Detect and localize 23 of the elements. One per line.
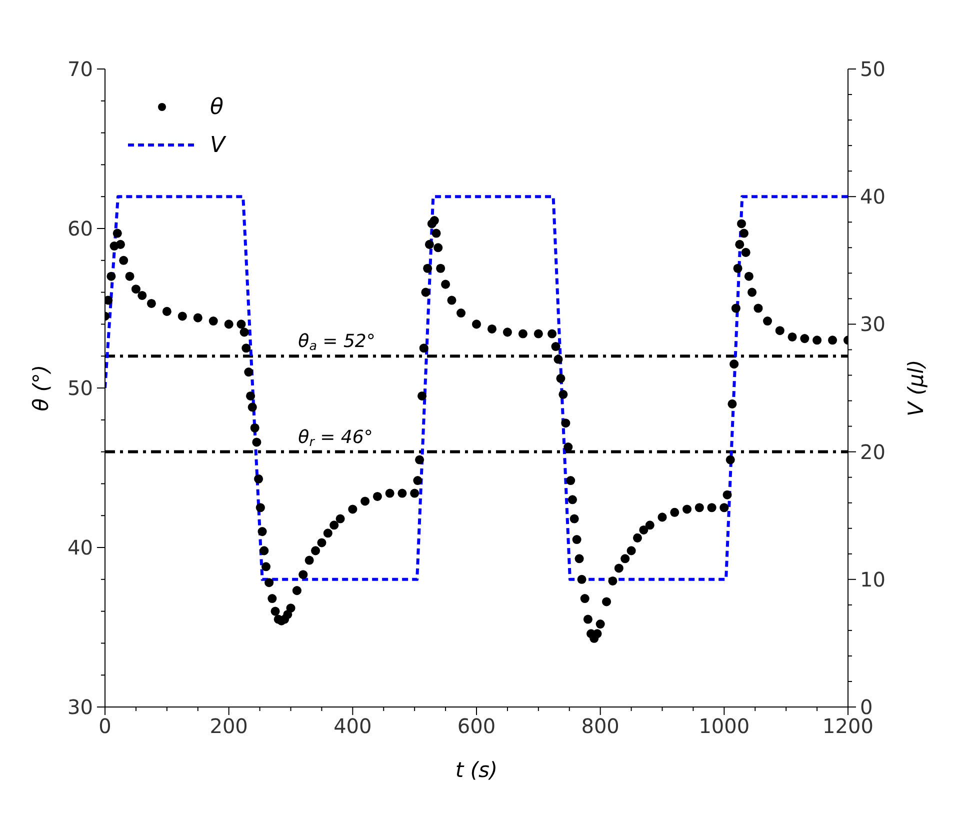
ref-line-label: θ$_{a}$ = 52°	[298, 331, 376, 354]
legend-label: θ	[210, 94, 224, 120]
y2-tick-label: 40	[860, 184, 886, 209]
x-tick-label: 1000	[698, 714, 750, 738]
y-tick-label: 70	[68, 57, 93, 81]
y-tick-label: 40	[68, 536, 93, 560]
y2-tick-label: 10	[860, 567, 886, 592]
y2-axis-title: V (μl)	[904, 360, 928, 416]
y-tick-label: 30	[68, 695, 93, 719]
x-tick-label: 800	[581, 714, 620, 738]
x-axis-title: t (s)	[455, 758, 498, 782]
x-tick-label: 400	[334, 714, 372, 738]
y2-tick-label: 50	[860, 57, 886, 81]
y-tick-label: 50	[68, 376, 93, 400]
ref-line-label: θ$_{r}$ = 46°	[298, 426, 373, 450]
y-axis-title: θ (°)	[29, 364, 53, 412]
x-tick-label: 200	[210, 714, 248, 738]
y2-tick-label: 30	[860, 312, 886, 336]
y-tick-label: 60	[68, 216, 93, 240]
legend-label: V	[210, 132, 226, 158]
y2-tick-label: 20	[860, 440, 886, 464]
x-tick-label: 0	[98, 714, 112, 738]
x-tick-label: 600	[457, 714, 496, 738]
